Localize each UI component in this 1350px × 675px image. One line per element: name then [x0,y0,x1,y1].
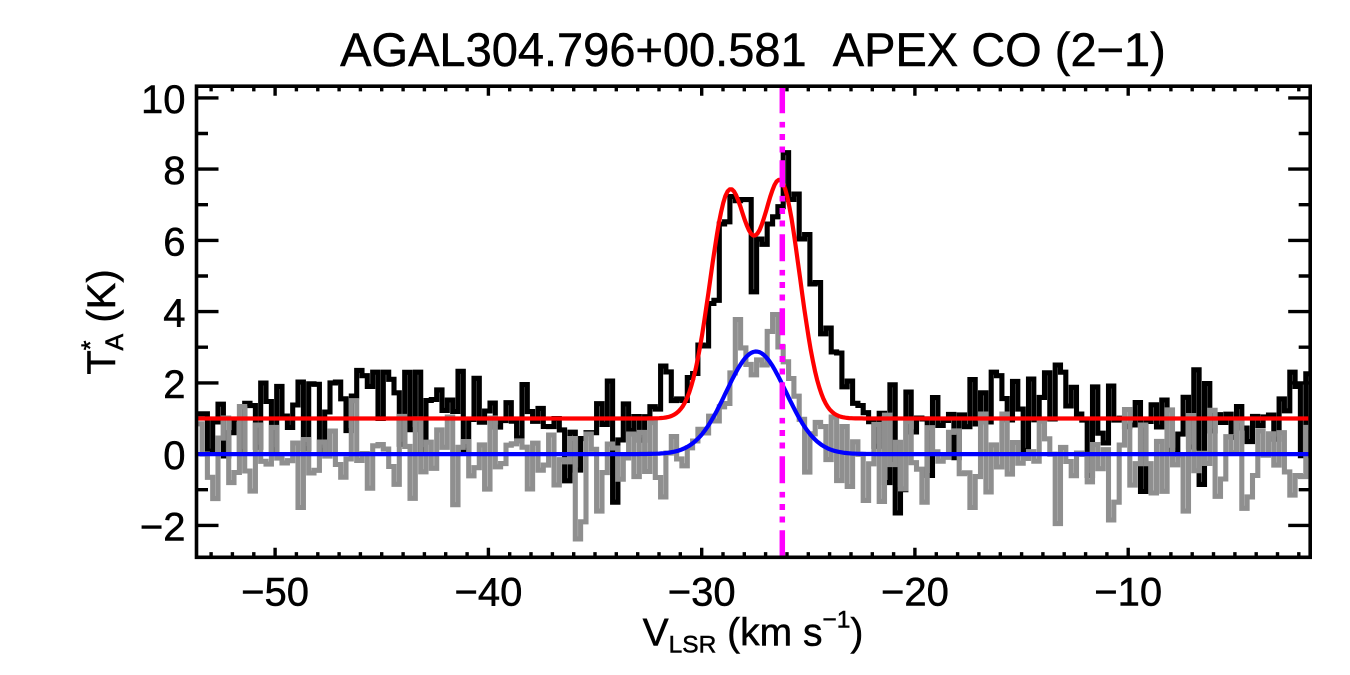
svg-text:−50: −50 [241,570,309,614]
svg-text:VLSR (km s−1): VLSR (km s−1) [643,607,864,659]
svg-text:8: 8 [163,149,185,193]
svg-text:AGAL304.796+00.581 APEX CO (2: AGAL304.796+00.581 APEX CO (2−1) [340,23,1166,76]
svg-text:6: 6 [163,220,185,264]
svg-text:−10: −10 [1094,570,1162,614]
svg-text:4: 4 [163,292,185,336]
svg-text:−30: −30 [668,570,736,614]
svg-text:T*A (K): T*A (K) [77,269,129,374]
svg-text:−2: −2 [140,505,186,549]
svg-text:−40: −40 [454,570,522,614]
svg-text:−20: −20 [881,570,949,614]
svg-text:10: 10 [141,78,186,122]
svg-text:2: 2 [163,363,185,407]
svg-text:0: 0 [163,434,185,478]
